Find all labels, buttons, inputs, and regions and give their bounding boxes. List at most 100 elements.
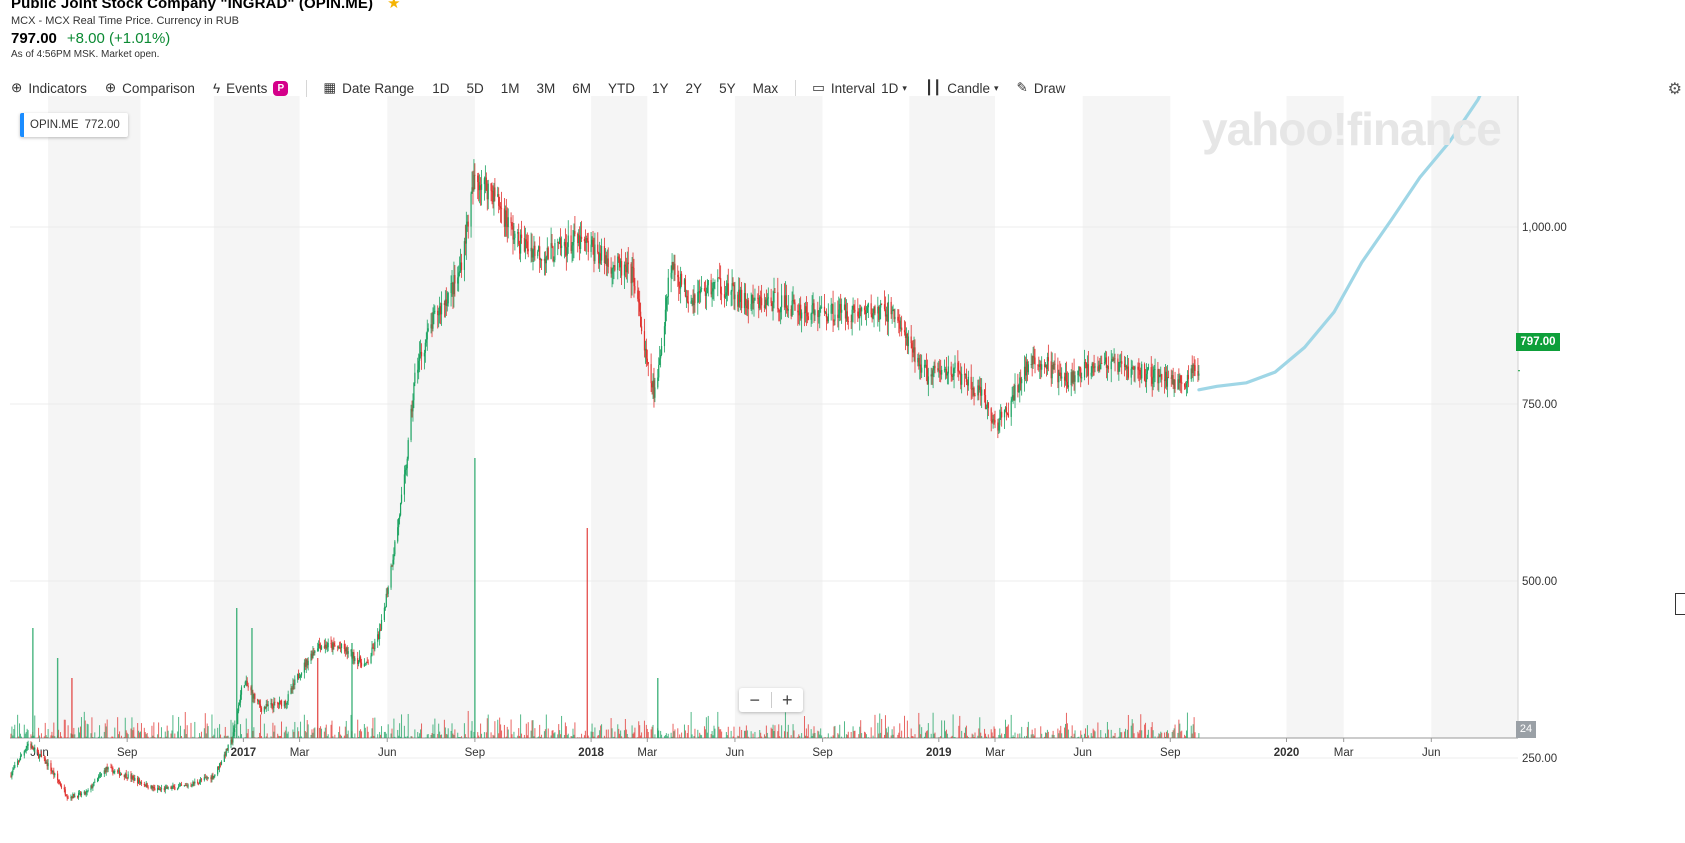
events-button[interactable]: ϟ Events P [213, 80, 289, 96]
candle-body [757, 297, 759, 299]
candle-body [72, 794, 74, 799]
candle-body [1086, 364, 1089, 369]
volume-bar [260, 714, 262, 738]
volume-bar [414, 729, 416, 738]
volume-bar [747, 736, 749, 738]
range-1y[interactable]: 1Y [652, 80, 669, 96]
range-2y[interactable]: 2Y [685, 80, 703, 96]
candle-body [865, 312, 868, 315]
zoom-in-button[interactable]: + [781, 690, 793, 710]
volume-bar [404, 736, 406, 738]
volume-bar [338, 732, 340, 738]
volume-bar [597, 735, 599, 738]
y-tick-label: 500.00 [1522, 576, 1557, 588]
volume-bar [637, 737, 639, 738]
candle-body [53, 771, 55, 776]
volume-bar [751, 737, 753, 738]
volume-bar [525, 723, 527, 738]
volume-bar [107, 737, 109, 738]
volume-bar [1150, 727, 1152, 738]
range-1m[interactable]: 1M [500, 80, 520, 96]
volume-bar [744, 730, 746, 738]
volume-bar [671, 736, 673, 738]
volume-bar [577, 737, 579, 738]
candle-body [934, 365, 936, 369]
candle-body [144, 785, 146, 787]
range-3m[interactable]: 3M [536, 80, 556, 96]
volume-bar [944, 731, 946, 738]
volume-bar [681, 732, 683, 738]
volume-bar [1179, 723, 1181, 738]
volume-bar [952, 714, 954, 738]
candle-body [824, 312, 827, 314]
volume-bar [1152, 730, 1154, 738]
volume-bar [854, 730, 856, 738]
candle-body [883, 304, 886, 310]
candle-body [563, 242, 566, 246]
y-tick-label: 1,000.00 [1522, 222, 1567, 234]
volume-bar [921, 727, 923, 738]
volume-bar [24, 733, 26, 738]
season-band [1082, 96, 1171, 738]
volume-bar [914, 734, 916, 738]
candle-body [1105, 357, 1108, 368]
volume-bar [1085, 736, 1087, 738]
draw-button[interactable]: ✎ Draw [1017, 80, 1066, 96]
candle-body [979, 386, 981, 390]
volume-bar [134, 736, 136, 738]
volume-spike [474, 458, 476, 738]
candle-body [1127, 366, 1129, 378]
candle-body [813, 303, 815, 316]
range-6m[interactable]: 6M [572, 80, 592, 96]
date-range-button[interactable]: ▦ Date Range [323, 80, 414, 96]
range-5d[interactable]: 5D [466, 80, 484, 96]
volume-bar [1017, 733, 1019, 738]
candle-body [627, 262, 629, 265]
volume-bar [306, 720, 308, 738]
candle-body [677, 274, 679, 278]
indicators-button[interactable]: ⊕ Indicators [11, 80, 87, 96]
volume-bar [177, 731, 179, 738]
range-1d[interactable]: 1D [432, 80, 450, 96]
volume-bar [273, 731, 275, 738]
candle-body [1130, 368, 1132, 378]
candle-body [343, 643, 345, 650]
volume-bar [1119, 727, 1121, 738]
candle-body [254, 693, 256, 700]
interval-button[interactable]: ▭ Interval 1D ▾ [812, 80, 907, 96]
volume-bar [283, 732, 285, 738]
star-icon[interactable]: ★ [387, 0, 401, 12]
volume-bar [132, 730, 134, 738]
candle-body [138, 779, 141, 783]
range-ytd[interactable]: YTD [608, 80, 636, 96]
volume-bar [745, 725, 747, 738]
zoom-out-button[interactable]: − [749, 690, 760, 710]
candle-body [357, 658, 359, 665]
volume-bar [170, 733, 172, 738]
candle-body [100, 773, 103, 775]
volume-bar [194, 721, 196, 738]
range-max[interactable]: Max [752, 80, 779, 96]
candle-body [425, 339, 427, 343]
volume-bar [953, 737, 955, 738]
volume-bar [664, 735, 666, 738]
gear-icon[interactable]: ⚙ [1667, 81, 1682, 98]
volume-bar [398, 735, 400, 738]
candle-body [484, 177, 486, 179]
candle-body [785, 295, 787, 308]
volume-bar [598, 735, 600, 738]
candle-body [274, 701, 276, 703]
candle-body [397, 527, 399, 542]
range-5y[interactable]: 5Y [719, 80, 736, 96]
chart-type-button[interactable]: ┃┃ Candle ▾ [925, 80, 999, 96]
candle-body [984, 395, 987, 409]
volume-bar [679, 734, 681, 738]
ticker-chip[interactable]: OPIN.ME 772.00 [20, 113, 128, 137]
candle-body [761, 298, 763, 306]
x-tick-label: Jun [726, 747, 745, 759]
candle-body [366, 662, 368, 664]
candle-body [23, 751, 25, 756]
candle-body [839, 304, 841, 310]
comparison-button[interactable]: ⊕ Comparison [105, 80, 195, 96]
